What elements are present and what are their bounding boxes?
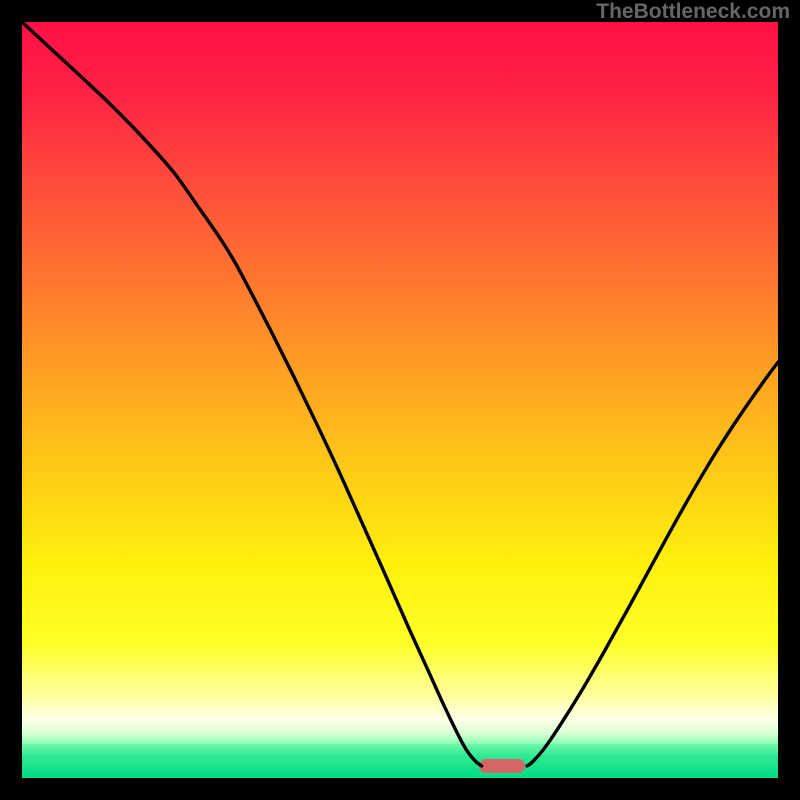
curve-right-branch: [527, 362, 778, 766]
curve-left-branch: [22, 22, 482, 766]
watermark-text: TheBottleneck.com: [596, 0, 790, 24]
plot-area: [22, 22, 778, 778]
chart-frame: TheBottleneck.com: [0, 0, 800, 800]
bottleneck-curve: [22, 22, 778, 778]
